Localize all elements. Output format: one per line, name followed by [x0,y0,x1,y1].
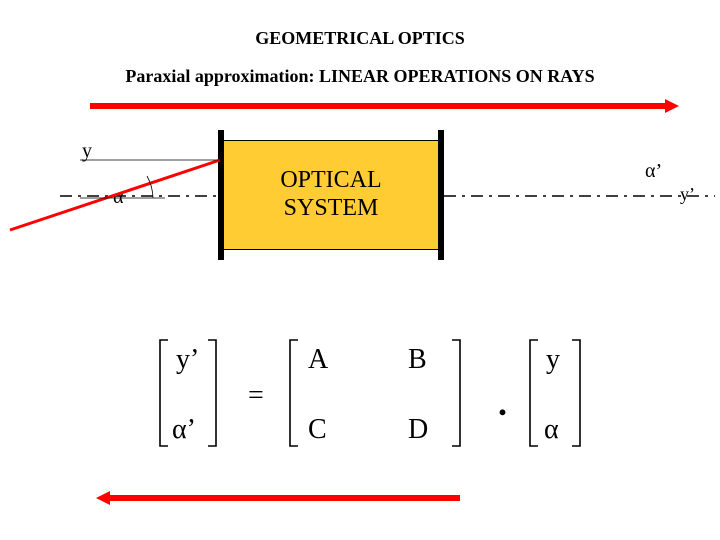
label-alpha-out: α’ [645,160,662,183]
equals-sign: = [248,380,264,412]
label-alpha-in: α [113,186,123,209]
label-y-in: y [82,140,92,163]
matrix-D: D [408,414,428,446]
bracket-in-right [572,340,580,446]
alpha-arc [147,176,153,198]
matrix-C: C [308,414,327,446]
bracket-mat-right [452,340,460,446]
matrix-B: B [408,344,427,376]
vec-in-alpha: α [544,414,559,446]
label-y-out: y’ [680,184,695,205]
bracket-mat-left [290,340,298,446]
optical-system-label: OPTICAL SYSTEM [280,167,381,222]
bracket-out-left [160,340,168,446]
optical-bar-left [218,130,224,260]
vec-in-y: y [546,344,560,376]
matrix-A: A [308,344,328,376]
bracket-in-left [530,340,538,446]
vec-out-aprime: α’ [172,414,196,446]
title-line-2: Paraxial approximation: LINEAR OPERATION… [0,66,720,87]
title-line-1: GEOMETRICAL OPTICS [0,28,720,49]
bracket-out-right [208,340,216,446]
vec-out-yprime: y’ [176,344,199,376]
optical-bar-right [438,130,444,260]
optical-system-box: OPTICAL SYSTEM [222,140,440,250]
dot-operator: . [498,382,507,424]
